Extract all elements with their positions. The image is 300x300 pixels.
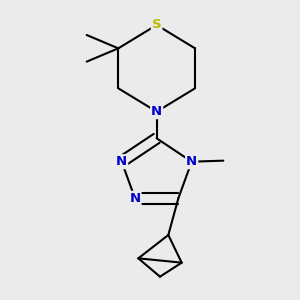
Text: N: N: [129, 192, 141, 205]
Text: S: S: [152, 19, 161, 32]
Text: N: N: [186, 155, 197, 168]
Text: N: N: [116, 155, 127, 168]
Text: N: N: [151, 105, 162, 118]
